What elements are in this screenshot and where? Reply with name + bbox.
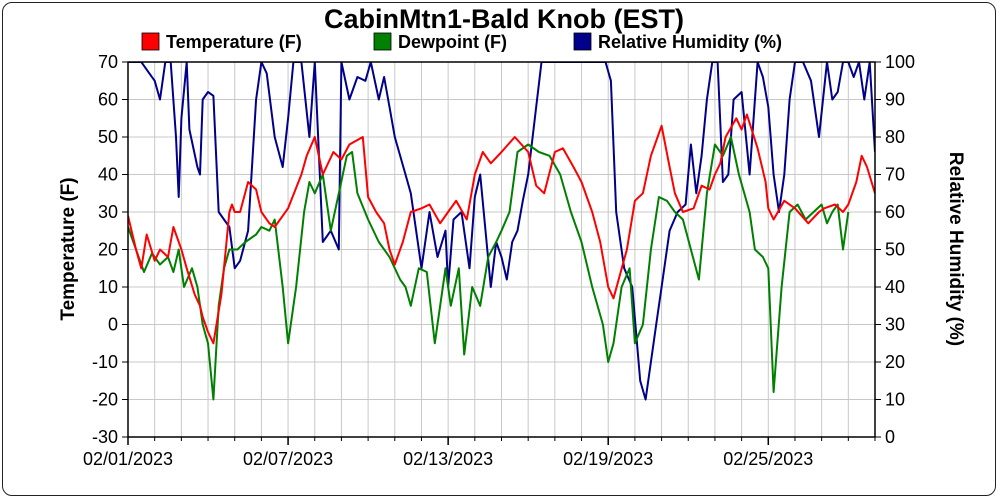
legend-label: Dewpoint (F) (398, 32, 507, 52)
series-line-dewpoint-f (128, 136, 850, 401)
axes: -30 -20 -10 0 10 20 30 40 50 60 70 0 10 20 30 40 50 60 70 8… (83, 52, 915, 469)
grid (127, 61, 876, 438)
series-line-temperature-f (128, 113, 875, 345)
y2-tick-label: 0 (885, 427, 895, 447)
plot-area (128, 62, 875, 401)
legend: Temperature (F) Dewpoint (F) Relative Humi… (141, 32, 782, 52)
y-tick-label: -10 (92, 352, 118, 372)
x-tick-label: 02/07/2023 (243, 449, 333, 469)
y-tick-label: 0 (108, 315, 118, 335)
legend-swatch (373, 32, 392, 51)
y-axis-title-right: Relative Humidity (%) (945, 152, 966, 346)
chart-title: CabinMtn1-Bald Knob (EST) (324, 4, 684, 34)
legend-swatch (573, 32, 592, 51)
y2-tick-label: 10 (885, 390, 905, 410)
y2-tick-label: 80 (885, 127, 905, 147)
y2-tick-label: 40 (885, 277, 905, 297)
y2-tick-label: 90 (885, 90, 905, 110)
y2-tick-label: 30 (885, 315, 905, 335)
y-tick-label: 50 (98, 127, 118, 147)
x-tick-label: 02/13/2023 (403, 449, 493, 469)
y-tick-label: -30 (92, 427, 118, 447)
y-tick-label: -20 (92, 390, 118, 410)
y-tick-label: 40 (98, 165, 118, 185)
y-tick-label: 60 (98, 90, 118, 110)
x-tick-label: 02/01/2023 (83, 449, 173, 469)
legend-swatch (141, 32, 160, 51)
legend-label: Relative Humidity (%) (598, 32, 782, 52)
y2-tick-label: 20 (885, 352, 905, 372)
x-tick-label: 02/25/2023 (723, 449, 813, 469)
y-tick-label: 70 (98, 52, 118, 72)
y-tick-label: 30 (98, 202, 118, 222)
y-axis-title-left: Temperature (F) (58, 177, 79, 320)
y2-tick-label: 60 (885, 202, 905, 222)
y2-tick-label: 70 (885, 165, 905, 185)
y-tick-label: 10 (98, 277, 118, 297)
y-tick-label: 20 (98, 240, 118, 260)
legend-label: Temperature (F) (166, 32, 302, 52)
y2-tick-label: 100 (885, 52, 915, 72)
plot-border (127, 61, 876, 438)
x-tick-label: 02/19/2023 (563, 449, 653, 469)
y2-tick-label: 50 (885, 240, 905, 260)
